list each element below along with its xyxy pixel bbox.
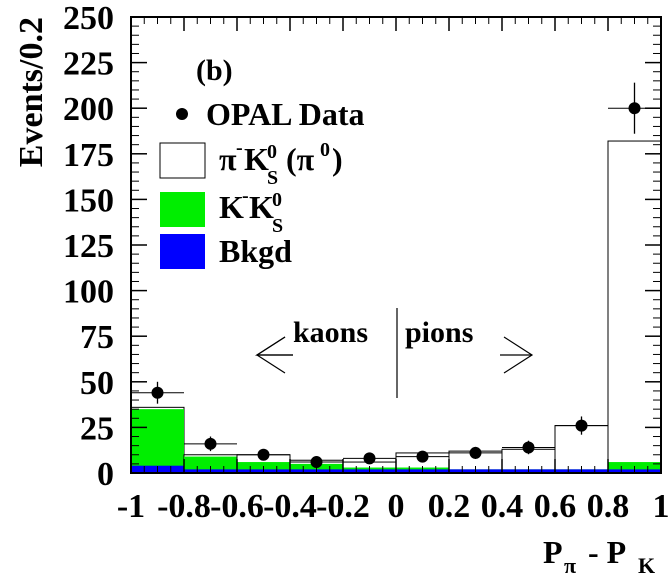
x-tick-label: -0.2 — [316, 488, 370, 525]
svg-text:π: π — [219, 141, 237, 177]
y-tick-label: 225 — [63, 46, 114, 83]
kaons-pions-annotation: kaons pions — [254, 308, 534, 398]
pions-label: pions — [405, 316, 473, 349]
y-tick-label: 75 — [80, 319, 114, 356]
x-axis-label: P π - P K — [543, 534, 655, 578]
y-axis-label: Events/0.2 — [13, 17, 50, 167]
y-tick-label: 0 — [97, 456, 114, 493]
x-tick-label: -0.4 — [263, 488, 317, 525]
y-tick-label: 250 — [63, 0, 114, 37]
svg-text:π: π — [564, 553, 576, 578]
x-tick-label: -1 — [117, 488, 145, 525]
data-point — [310, 456, 323, 469]
svg-text:-: - — [236, 137, 243, 159]
legend-signal-swatch — [159, 142, 206, 179]
y-tick-label: 25 — [80, 410, 114, 447]
legend-signal-label: π - K 0 S (π 0 ) — [219, 137, 343, 189]
arrow-left-icon — [254, 336, 293, 356]
legend-kaon-label: K - K 0 S — [219, 185, 283, 237]
svg-text:K: K — [219, 189, 244, 225]
svg-text:0: 0 — [272, 189, 282, 211]
data-point — [151, 386, 164, 399]
legend: OPAL Data π - K 0 S (π 0 ) K - K 0 S Bkg… — [159, 96, 365, 269]
data-points — [131, 82, 661, 469]
y-tick-label: 175 — [63, 137, 114, 174]
x-tick-label: 0.6 — [534, 488, 577, 525]
x-tick-label: 1 — [653, 488, 670, 525]
data-point — [204, 437, 217, 450]
svg-text:K: K — [249, 189, 274, 225]
data-point — [522, 441, 535, 454]
svg-text:S: S — [272, 215, 283, 237]
svg-text:0: 0 — [267, 141, 277, 163]
data-point — [257, 448, 270, 461]
svg-text:K: K — [638, 553, 655, 578]
y-tick-label: 50 — [80, 365, 114, 402]
legend-bkgd-label: Bkgd — [219, 233, 292, 269]
y-tick-label: 200 — [63, 91, 114, 128]
x-tick-label: 0.4 — [481, 488, 524, 525]
data-point — [469, 446, 482, 459]
x-tick-label: 0.2 — [428, 488, 471, 525]
data-point — [363, 452, 376, 465]
svg-text:P: P — [543, 534, 563, 570]
kaons-label: kaons — [293, 316, 368, 349]
x-tick-label: -0.6 — [210, 488, 264, 525]
x-tick-label: 0 — [388, 488, 405, 525]
svg-text:- P: - P — [588, 534, 626, 570]
data-point — [628, 102, 641, 115]
legend-kaon-swatch — [160, 192, 205, 227]
arrow-left-head — [255, 336, 286, 374]
legend-bkgd-swatch — [160, 234, 205, 269]
y-tick-label: 150 — [63, 182, 114, 219]
svg-text:S: S — [267, 167, 278, 189]
legend-data-label: OPAL Data — [206, 96, 365, 132]
svg-text:0: 0 — [320, 139, 330, 161]
x-tick-label: 0.8 — [587, 488, 630, 525]
data-point — [416, 450, 429, 463]
signal-bar — [607, 140, 662, 474]
y-tick-label: 100 — [63, 274, 114, 311]
y-tick-label: 125 — [63, 228, 114, 265]
svg-text:K: K — [244, 141, 269, 177]
svg-text:-: - — [242, 185, 249, 207]
kaon-bar — [131, 409, 184, 473]
panel-label: (b) — [196, 54, 233, 87]
svg-text:): ) — [332, 141, 343, 177]
svg-text:(π: (π — [286, 141, 315, 177]
data-point — [575, 419, 588, 432]
x-tick-label: -0.8 — [157, 488, 211, 525]
legend-data-marker — [176, 108, 188, 120]
arrow-right-head — [503, 336, 534, 374]
